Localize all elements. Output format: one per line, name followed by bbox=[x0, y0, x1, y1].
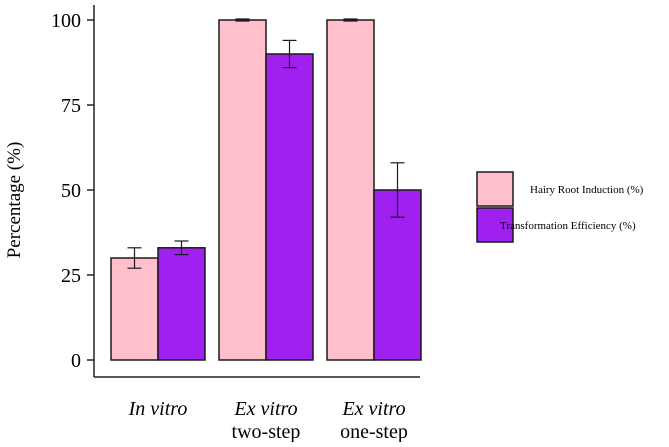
error-bars bbox=[127, 18, 405, 269]
legend-swatch bbox=[476, 171, 514, 207]
y-tick-label: 0 bbox=[71, 350, 81, 372]
y-tick-label: 25 bbox=[61, 265, 81, 287]
y-tick-label: 75 bbox=[61, 95, 81, 117]
bar-transformation-efficiency-2 bbox=[373, 189, 422, 361]
bar-hairy-root-induction-0 bbox=[110, 257, 159, 361]
x-tick-label-line1: In vitro bbox=[128, 398, 188, 420]
y-ticks: 0 25 50 75 100 bbox=[51, 10, 94, 372]
error-bar bbox=[343, 18, 358, 22]
legend-item: Transformation Efficiency (%) bbox=[476, 207, 636, 243]
bar-hairy-root-induction-1 bbox=[218, 19, 267, 361]
error-bar bbox=[282, 39, 297, 69]
legend-item: Hairy Root Induction (%) bbox=[476, 171, 644, 207]
error-bar bbox=[127, 247, 142, 269]
legend: Hairy Root Induction (%) Transformation E… bbox=[476, 171, 644, 243]
y-axis-label: Percentage (%) bbox=[4, 142, 25, 259]
y-tick-label: 50 bbox=[61, 180, 81, 202]
x-tick-label-line1: Ex vitro bbox=[341, 398, 405, 420]
x-tick-label-line2: one-step bbox=[340, 421, 408, 442]
x-tick-label-line2: two-step bbox=[232, 421, 301, 442]
bar-hairy-root-induction-2 bbox=[326, 19, 375, 361]
legend-label: Transformation Efficiency (%) bbox=[500, 220, 636, 232]
bar-transformation-efficiency-0 bbox=[157, 247, 206, 361]
axes bbox=[93, 5, 420, 378]
bar-transformation-efficiency-1 bbox=[265, 53, 314, 361]
x-tick-label-line1: Ex vitro bbox=[233, 398, 297, 420]
y-tick-label: 100 bbox=[51, 10, 81, 32]
legend-swatch bbox=[476, 207, 514, 243]
error-bar bbox=[174, 240, 189, 256]
error-bar bbox=[390, 162, 405, 218]
legend-label: Hairy Root Induction (%) bbox=[530, 184, 644, 196]
bars bbox=[110, 19, 422, 361]
error-bar bbox=[235, 18, 250, 22]
